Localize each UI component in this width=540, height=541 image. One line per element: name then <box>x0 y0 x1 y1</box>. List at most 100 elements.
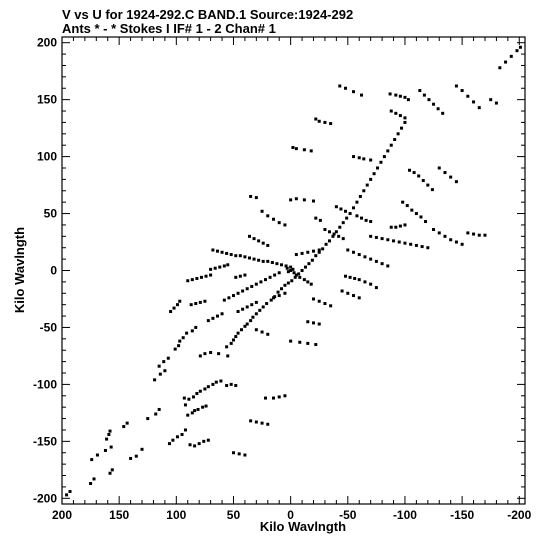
data-point <box>231 338 235 342</box>
data-point <box>426 246 430 250</box>
data-point <box>209 273 213 277</box>
data-point <box>348 275 352 279</box>
data-point <box>306 280 310 284</box>
y-tick-label: -200 <box>33 491 57 505</box>
data-point <box>380 237 384 241</box>
data-point <box>403 223 407 227</box>
data-point <box>252 257 256 261</box>
data-point <box>369 282 373 286</box>
data-point <box>265 302 269 306</box>
data-point <box>284 264 288 268</box>
data-point <box>310 258 314 262</box>
data-point <box>369 257 373 261</box>
data-point <box>257 258 261 262</box>
data-point <box>291 267 295 271</box>
data-point <box>211 248 215 252</box>
data-point <box>430 188 434 192</box>
data-point <box>294 147 298 151</box>
data-point <box>285 266 289 270</box>
data-point <box>259 280 263 284</box>
data-point <box>372 172 376 176</box>
data-point <box>339 207 343 211</box>
data-point <box>260 209 264 213</box>
y-tick-label: 0 <box>50 264 57 278</box>
data-point <box>352 250 356 254</box>
data-point <box>334 205 338 209</box>
data-point <box>254 312 258 316</box>
data-point <box>249 319 253 323</box>
data-point <box>261 259 265 263</box>
data-point <box>163 369 167 373</box>
data-point <box>317 119 321 123</box>
data-point <box>249 194 253 198</box>
data-point <box>314 117 318 121</box>
data-point <box>386 264 390 268</box>
data-point <box>306 341 310 345</box>
data-point <box>417 174 421 178</box>
data-point <box>379 160 383 164</box>
data-point <box>226 263 230 267</box>
data-point <box>193 409 197 413</box>
data-point <box>398 224 402 228</box>
data-point <box>298 340 302 344</box>
data-point <box>291 145 295 149</box>
data-point <box>180 433 184 437</box>
data-point <box>408 168 412 172</box>
data-point <box>426 183 430 187</box>
y-tick-label: 50 <box>44 207 58 221</box>
x-tick-label: -200 <box>507 508 531 522</box>
data-point <box>108 429 112 433</box>
data-point <box>243 273 247 277</box>
data-point <box>405 204 409 208</box>
data-point <box>331 234 335 238</box>
data-point <box>251 315 255 319</box>
data-point <box>260 330 264 334</box>
data-point <box>175 303 179 307</box>
data-point <box>321 247 325 251</box>
data-point <box>276 290 280 294</box>
data-point <box>254 420 258 424</box>
data-point <box>294 197 298 201</box>
data-point <box>263 278 267 282</box>
data-point <box>376 166 380 170</box>
data-point <box>178 299 182 303</box>
data-point <box>289 339 293 343</box>
data-point <box>432 227 436 231</box>
data-point <box>181 336 185 340</box>
data-point <box>338 84 342 88</box>
data-point <box>254 300 258 304</box>
data-point <box>323 302 327 306</box>
data-point <box>236 331 240 335</box>
data-point <box>324 242 328 246</box>
data-point <box>515 49 519 53</box>
data-point <box>422 93 426 97</box>
data-point <box>328 230 332 234</box>
data-point <box>109 445 113 449</box>
data-point <box>400 126 404 130</box>
data-point <box>323 120 327 124</box>
data-point <box>90 458 94 462</box>
data-point <box>300 269 304 272</box>
data-point <box>198 389 202 393</box>
data-point <box>337 234 341 238</box>
data-point <box>243 255 247 259</box>
axis-ticks <box>61 37 525 504</box>
data-point <box>110 468 114 472</box>
data-point <box>283 283 287 287</box>
data-point <box>275 262 279 266</box>
data-point <box>154 412 158 416</box>
data-point <box>249 419 253 423</box>
data-point <box>201 405 205 409</box>
data-point <box>211 382 215 386</box>
data-point <box>122 425 126 429</box>
data-point <box>271 217 275 221</box>
data-point <box>266 243 270 247</box>
data-point <box>306 250 310 254</box>
data-point <box>266 422 270 426</box>
data-point <box>237 452 241 456</box>
data-point <box>162 360 166 364</box>
data-point <box>171 438 175 442</box>
data-point <box>271 296 275 300</box>
x-axis-label: Kilo Wavlngth <box>260 519 346 534</box>
data-point <box>225 251 229 255</box>
